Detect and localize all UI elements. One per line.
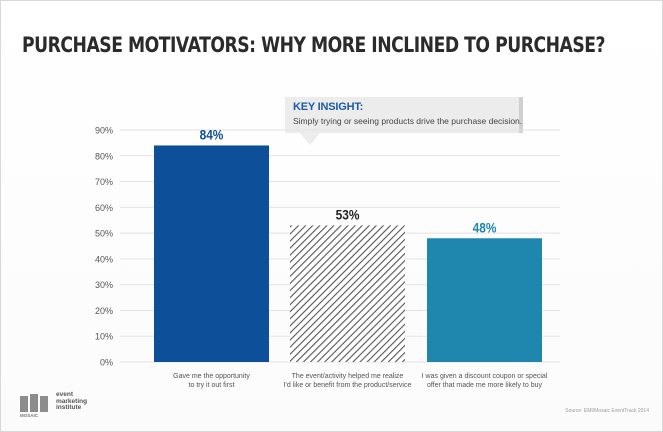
key-insight-heading: KEY INSIGHT: (293, 101, 364, 113)
emi-logo-line: institute (56, 404, 82, 411)
source-note: Source: EMI/Mosaic EventTrack 2014 (565, 408, 649, 414)
mosaic-logo-icon (20, 394, 48, 412)
category-label: I was given a discount coupon or special (422, 373, 548, 380)
key-insight-text: Simply trying or seeing products drive t… (293, 116, 523, 126)
y-tick-label: 0% (100, 358, 113, 368)
data-label: 48% (473, 219, 497, 235)
category-label: offer that made me more likely to buy (427, 382, 543, 389)
y-tick-label: 50% (95, 229, 113, 239)
key-insight-callout (285, 97, 523, 133)
bar (154, 145, 269, 362)
y-tick-label: 70% (95, 177, 113, 187)
y-tick-label: 30% (95, 280, 113, 290)
y-tick-label: 20% (95, 306, 113, 316)
mosaic-logo-text: MOSAIC (20, 413, 38, 418)
y-tick-label: 10% (95, 332, 113, 342)
callout-pointer (300, 133, 320, 145)
emi-logo-line: marketing (56, 397, 88, 405)
emi-logo: event marketing institute (56, 391, 88, 412)
data-label: 84% (200, 127, 224, 143)
y-tick-label: 80% (95, 151, 113, 161)
category-label: I'd like or benefit from the product/ser… (284, 382, 412, 389)
emi-logo-line: event (56, 391, 73, 398)
y-tick-label: 90% (95, 126, 113, 136)
bar (290, 225, 405, 362)
chart-title: PURCHASE MOTIVATORS: WHY MORE INCLINED T… (22, 33, 606, 57)
bar (427, 238, 542, 362)
y-tick-label: 40% (95, 254, 113, 264)
category-label: Gave me the opportunity (173, 373, 250, 380)
data-label: 53% (336, 206, 360, 222)
category-label: The event/activity helped me realize (292, 373, 404, 380)
y-tick-label: 60% (95, 203, 113, 213)
category-label: to try it out first (189, 382, 235, 389)
